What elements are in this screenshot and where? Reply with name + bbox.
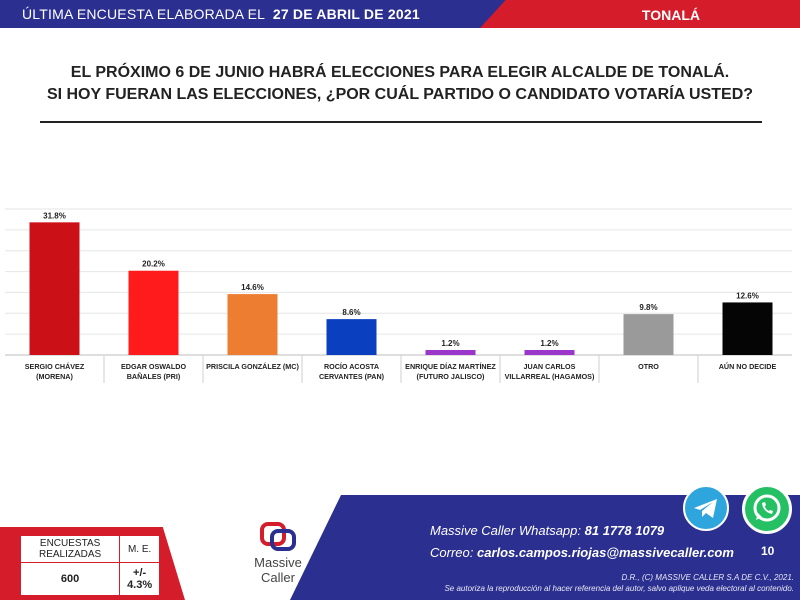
category-label: JUAN CARLOS: [524, 362, 576, 371]
category-label: (FUTURO JALISCO): [417, 372, 485, 381]
category-label: EDGAR OSWALDO: [121, 362, 186, 371]
category-label: PRISCILA GONZÁLEZ (MC): [206, 362, 299, 371]
category-label: SERGIO CHÁVEZ: [25, 362, 85, 371]
data-label: 1.2%: [441, 339, 459, 348]
whatsapp-label: Massive Caller Whatsapp:: [430, 523, 581, 538]
legal-notice: D.R., (C) MASSIVE CALLER S.A DE C.V., 20…: [444, 572, 794, 594]
bar: [722, 302, 773, 355]
data-label: 9.8%: [639, 303, 657, 312]
question-line-1: EL PRÓXIMO 6 DE JUNIO HABRÁ ELECCIONES P…: [70, 64, 730, 81]
email-label: Correo:: [430, 545, 474, 560]
title-divider: [40, 121, 762, 123]
bar-chart: 31.8% SERGIO CHÁVEZ(MORENA) 20.2% EDGAR OSW…: [5, 208, 792, 383]
location-label: TONALÁ: [641, 7, 700, 23]
category-label: VILLARREAL (HAGAMOS): [505, 372, 595, 381]
data-label: 20.2%: [142, 260, 165, 269]
whatsapp-icon[interactable]: [742, 484, 792, 534]
category-label: ENRIQUE DÍAZ MARTÍNEZ: [405, 362, 496, 371]
stats-value-surveys: 600: [19, 562, 121, 596]
category-label: OTRO: [638, 362, 659, 371]
legal-line-2: Se autoriza la reproducción al hacer ref…: [444, 584, 794, 593]
survey-date-value: 27 DE ABRIL DE 2021: [272, 6, 420, 22]
data-label: 14.6%: [241, 283, 264, 292]
page-number: 10: [761, 544, 775, 558]
bar: [29, 222, 80, 355]
survey-stats-table: ENCUESTAS REALIZADAS M. E. 600 +/- 4.3%: [19, 535, 160, 596]
category-label: AÚN NO DECIDE: [719, 362, 777, 371]
contact-info: Massive Caller Whatsapp: 81 1778 1079 Co…: [430, 520, 734, 564]
massive-caller-logo: Massive Caller: [243, 520, 313, 596]
email-link[interactable]: carlos.campos.riojas@massivecaller.com: [476, 545, 734, 560]
category-label: CERVANTES (PAN): [319, 372, 385, 381]
survey-date-prefix: ÚLTIMA ENCUESTA ELABORADA EL: [22, 6, 265, 22]
question-line-2: SI HOY FUERAN LAS ELECCIONES, ¿POR CUÁL …: [46, 86, 754, 103]
stats-value-margin: +/- 4.3%: [119, 562, 160, 596]
telegram-icon[interactable]: [683, 485, 729, 531]
header-red-band: [480, 0, 800, 28]
bar: [623, 314, 674, 355]
question-title: EL PRÓXIMO 6 DE JUNIO HABRÁ ELECCIONES P…: [0, 62, 800, 106]
category-label: (MORENA): [36, 372, 73, 381]
bar: [128, 270, 179, 355]
stats-header-surveys: ENCUESTAS REALIZADAS: [19, 535, 121, 563]
bar: [326, 319, 377, 355]
logo-name-line-1: Massive: [254, 555, 302, 570]
category-label: ROCÍO ACOSTA: [324, 362, 379, 371]
bar: [524, 349, 575, 355]
logo-bubbles-icon: [256, 520, 300, 554]
category-label: BAÑALES (PRI): [127, 372, 181, 381]
data-label: 8.6%: [342, 308, 360, 317]
survey-date: ÚLTIMA ENCUESTA ELABORADA EL 27 DE ABRIL…: [22, 6, 420, 22]
bar: [425, 349, 476, 355]
data-label: 1.2%: [540, 339, 558, 348]
logo-name-line-2: Caller: [261, 570, 295, 585]
legal-line-1: D.R., (C) MASSIVE CALLER S.A DE C.V., 20…: [621, 573, 795, 582]
whatsapp-number[interactable]: 81 1778 1079: [584, 523, 665, 538]
stats-header-margin: M. E.: [119, 535, 160, 563]
bar: [227, 294, 278, 355]
data-label: 12.6%: [736, 291, 759, 300]
data-label: 31.8%: [43, 211, 66, 220]
